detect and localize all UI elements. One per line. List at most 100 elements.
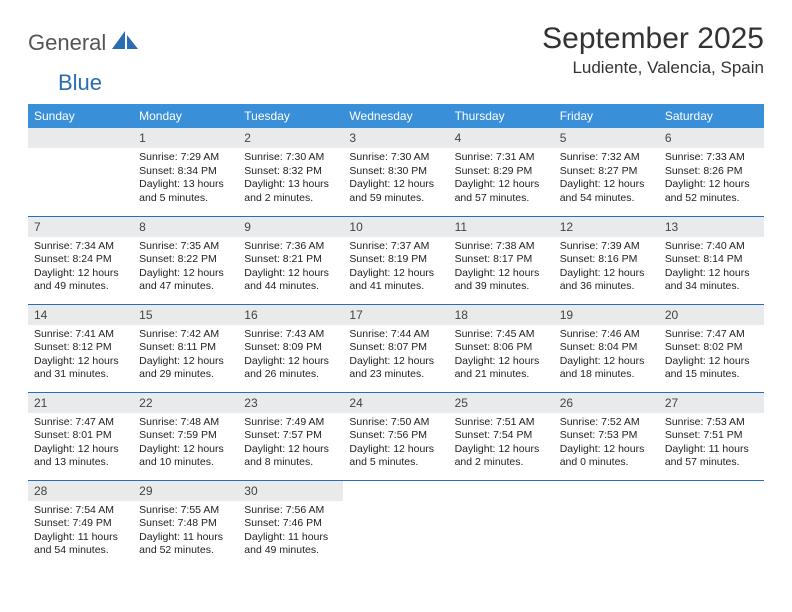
sunset-text: Sunset: 8:06 PM — [455, 341, 548, 355]
day-content: Sunrise: 7:38 AMSunset: 8:17 PMDaylight:… — [449, 237, 554, 298]
daylight-text: Daylight: 12 hours and 49 minutes. — [34, 267, 127, 294]
sunset-text: Sunset: 8:17 PM — [455, 253, 548, 267]
sunset-text: Sunset: 8:24 PM — [34, 253, 127, 267]
day-content-empty — [28, 148, 133, 208]
day-content: Sunrise: 7:41 AMSunset: 8:12 PMDaylight:… — [28, 325, 133, 386]
day-content: Sunrise: 7:30 AMSunset: 8:32 PMDaylight:… — [238, 148, 343, 209]
day-number: 19 — [554, 305, 659, 325]
sunrise-text: Sunrise: 7:45 AM — [455, 328, 548, 342]
calendar-day-cell: 21Sunrise: 7:47 AMSunset: 8:01 PMDayligh… — [28, 392, 133, 480]
calendar-week-row: 1Sunrise: 7:29 AMSunset: 8:34 PMDaylight… — [28, 128, 764, 216]
sunrise-text: Sunrise: 7:30 AM — [244, 151, 337, 165]
calendar-day-cell: 6Sunrise: 7:33 AMSunset: 8:26 PMDaylight… — [659, 128, 764, 216]
sunset-text: Sunset: 8:26 PM — [665, 165, 758, 179]
calendar-header-row: SundayMondayTuesdayWednesdayThursdayFrid… — [28, 104, 764, 128]
calendar-week-row: 14Sunrise: 7:41 AMSunset: 8:12 PMDayligh… — [28, 304, 764, 392]
daylight-text: Daylight: 12 hours and 39 minutes. — [455, 267, 548, 294]
calendar-day-cell: 27Sunrise: 7:53 AMSunset: 7:51 PMDayligh… — [659, 392, 764, 480]
calendar-day-cell: 25Sunrise: 7:51 AMSunset: 7:54 PMDayligh… — [449, 392, 554, 480]
daylight-text: Daylight: 12 hours and 41 minutes. — [349, 267, 442, 294]
day-number: 10 — [343, 217, 448, 237]
daylight-text: Daylight: 12 hours and 57 minutes. — [455, 178, 548, 205]
calendar-empty-cell — [554, 480, 659, 568]
calendar-week-row: 28Sunrise: 7:54 AMSunset: 7:49 PMDayligh… — [28, 480, 764, 568]
sunrise-text: Sunrise: 7:49 AM — [244, 416, 337, 430]
weekday-header: Wednesday — [343, 104, 448, 128]
logo-text-blue: Blue — [58, 70, 102, 95]
day-number: 5 — [554, 128, 659, 148]
day-content: Sunrise: 7:50 AMSunset: 7:56 PMDaylight:… — [343, 413, 448, 474]
sunset-text: Sunset: 8:12 PM — [34, 341, 127, 355]
weekday-header: Monday — [133, 104, 238, 128]
sunset-text: Sunset: 8:09 PM — [244, 341, 337, 355]
day-content: Sunrise: 7:35 AMSunset: 8:22 PMDaylight:… — [133, 237, 238, 298]
day-number: 24 — [343, 393, 448, 413]
sunrise-text: Sunrise: 7:47 AM — [665, 328, 758, 342]
day-number: 20 — [659, 305, 764, 325]
sunrise-text: Sunrise: 7:31 AM — [455, 151, 548, 165]
day-content: Sunrise: 7:53 AMSunset: 7:51 PMDaylight:… — [659, 413, 764, 474]
day-content: Sunrise: 7:39 AMSunset: 8:16 PMDaylight:… — [554, 237, 659, 298]
sunrise-text: Sunrise: 7:40 AM — [665, 240, 758, 254]
day-number: 28 — [28, 481, 133, 501]
sunrise-text: Sunrise: 7:41 AM — [34, 328, 127, 342]
day-number: 30 — [238, 481, 343, 501]
sunset-text: Sunset: 7:59 PM — [139, 429, 232, 443]
sunset-text: Sunset: 7:51 PM — [665, 429, 758, 443]
sunrise-text: Sunrise: 7:55 AM — [139, 504, 232, 518]
calendar-day-cell: 28Sunrise: 7:54 AMSunset: 7:49 PMDayligh… — [28, 480, 133, 568]
sunrise-text: Sunrise: 7:35 AM — [139, 240, 232, 254]
weekday-header: Saturday — [659, 104, 764, 128]
sunset-text: Sunset: 7:53 PM — [560, 429, 653, 443]
sunset-text: Sunset: 7:46 PM — [244, 517, 337, 531]
sunset-text: Sunset: 8:16 PM — [560, 253, 653, 267]
day-number: 27 — [659, 393, 764, 413]
daylight-text: Daylight: 13 hours and 5 minutes. — [139, 178, 232, 205]
daylight-text: Daylight: 12 hours and 10 minutes. — [139, 443, 232, 470]
calendar-empty-cell — [659, 480, 764, 568]
calendar-day-cell: 13Sunrise: 7:40 AMSunset: 8:14 PMDayligh… — [659, 216, 764, 304]
calendar-day-cell: 7Sunrise: 7:34 AMSunset: 8:24 PMDaylight… — [28, 216, 133, 304]
day-content: Sunrise: 7:47 AMSunset: 8:01 PMDaylight:… — [28, 413, 133, 474]
day-number: 6 — [659, 128, 764, 148]
daylight-text: Daylight: 11 hours and 49 minutes. — [244, 531, 337, 558]
calendar-empty-cell — [449, 480, 554, 568]
sunset-text: Sunset: 7:54 PM — [455, 429, 548, 443]
daylight-text: Daylight: 12 hours and 21 minutes. — [455, 355, 548, 382]
day-content: Sunrise: 7:29 AMSunset: 8:34 PMDaylight:… — [133, 148, 238, 209]
sunset-text: Sunset: 7:57 PM — [244, 429, 337, 443]
daylight-text: Daylight: 12 hours and 52 minutes. — [665, 178, 758, 205]
daylight-text: Daylight: 12 hours and 34 minutes. — [665, 267, 758, 294]
sunset-text: Sunset: 8:11 PM — [139, 341, 232, 355]
sunrise-text: Sunrise: 7:34 AM — [34, 240, 127, 254]
day-number: 2 — [238, 128, 343, 148]
calendar-week-row: 7Sunrise: 7:34 AMSunset: 8:24 PMDaylight… — [28, 216, 764, 304]
day-number: 12 — [554, 217, 659, 237]
calendar-empty-cell — [28, 128, 133, 216]
sunset-text: Sunset: 8:27 PM — [560, 165, 653, 179]
day-content: Sunrise: 7:52 AMSunset: 7:53 PMDaylight:… — [554, 413, 659, 474]
day-content: Sunrise: 7:51 AMSunset: 7:54 PMDaylight:… — [449, 413, 554, 474]
daylight-text: Daylight: 12 hours and 8 minutes. — [244, 443, 337, 470]
calendar-day-cell: 30Sunrise: 7:56 AMSunset: 7:46 PMDayligh… — [238, 480, 343, 568]
calendar-day-cell: 10Sunrise: 7:37 AMSunset: 8:19 PMDayligh… — [343, 216, 448, 304]
calendar-day-cell: 24Sunrise: 7:50 AMSunset: 7:56 PMDayligh… — [343, 392, 448, 480]
calendar-empty-cell — [343, 480, 448, 568]
sunrise-text: Sunrise: 7:51 AM — [455, 416, 548, 430]
sunset-text: Sunset: 8:32 PM — [244, 165, 337, 179]
sunset-text: Sunset: 8:14 PM — [665, 253, 758, 267]
calendar-week-row: 21Sunrise: 7:47 AMSunset: 8:01 PMDayligh… — [28, 392, 764, 480]
day-content: Sunrise: 7:40 AMSunset: 8:14 PMDaylight:… — [659, 237, 764, 298]
daylight-text: Daylight: 12 hours and 26 minutes. — [244, 355, 337, 382]
sunrise-text: Sunrise: 7:52 AM — [560, 416, 653, 430]
sunset-text: Sunset: 8:07 PM — [349, 341, 442, 355]
day-number: 9 — [238, 217, 343, 237]
calendar-day-cell: 4Sunrise: 7:31 AMSunset: 8:29 PMDaylight… — [449, 128, 554, 216]
calendar-day-cell: 12Sunrise: 7:39 AMSunset: 8:16 PMDayligh… — [554, 216, 659, 304]
daylight-text: Daylight: 12 hours and 18 minutes. — [560, 355, 653, 382]
day-content: Sunrise: 7:36 AMSunset: 8:21 PMDaylight:… — [238, 237, 343, 298]
sunrise-text: Sunrise: 7:39 AM — [560, 240, 653, 254]
daylight-text: Daylight: 12 hours and 13 minutes. — [34, 443, 127, 470]
day-number: 16 — [238, 305, 343, 325]
day-content: Sunrise: 7:34 AMSunset: 8:24 PMDaylight:… — [28, 237, 133, 298]
